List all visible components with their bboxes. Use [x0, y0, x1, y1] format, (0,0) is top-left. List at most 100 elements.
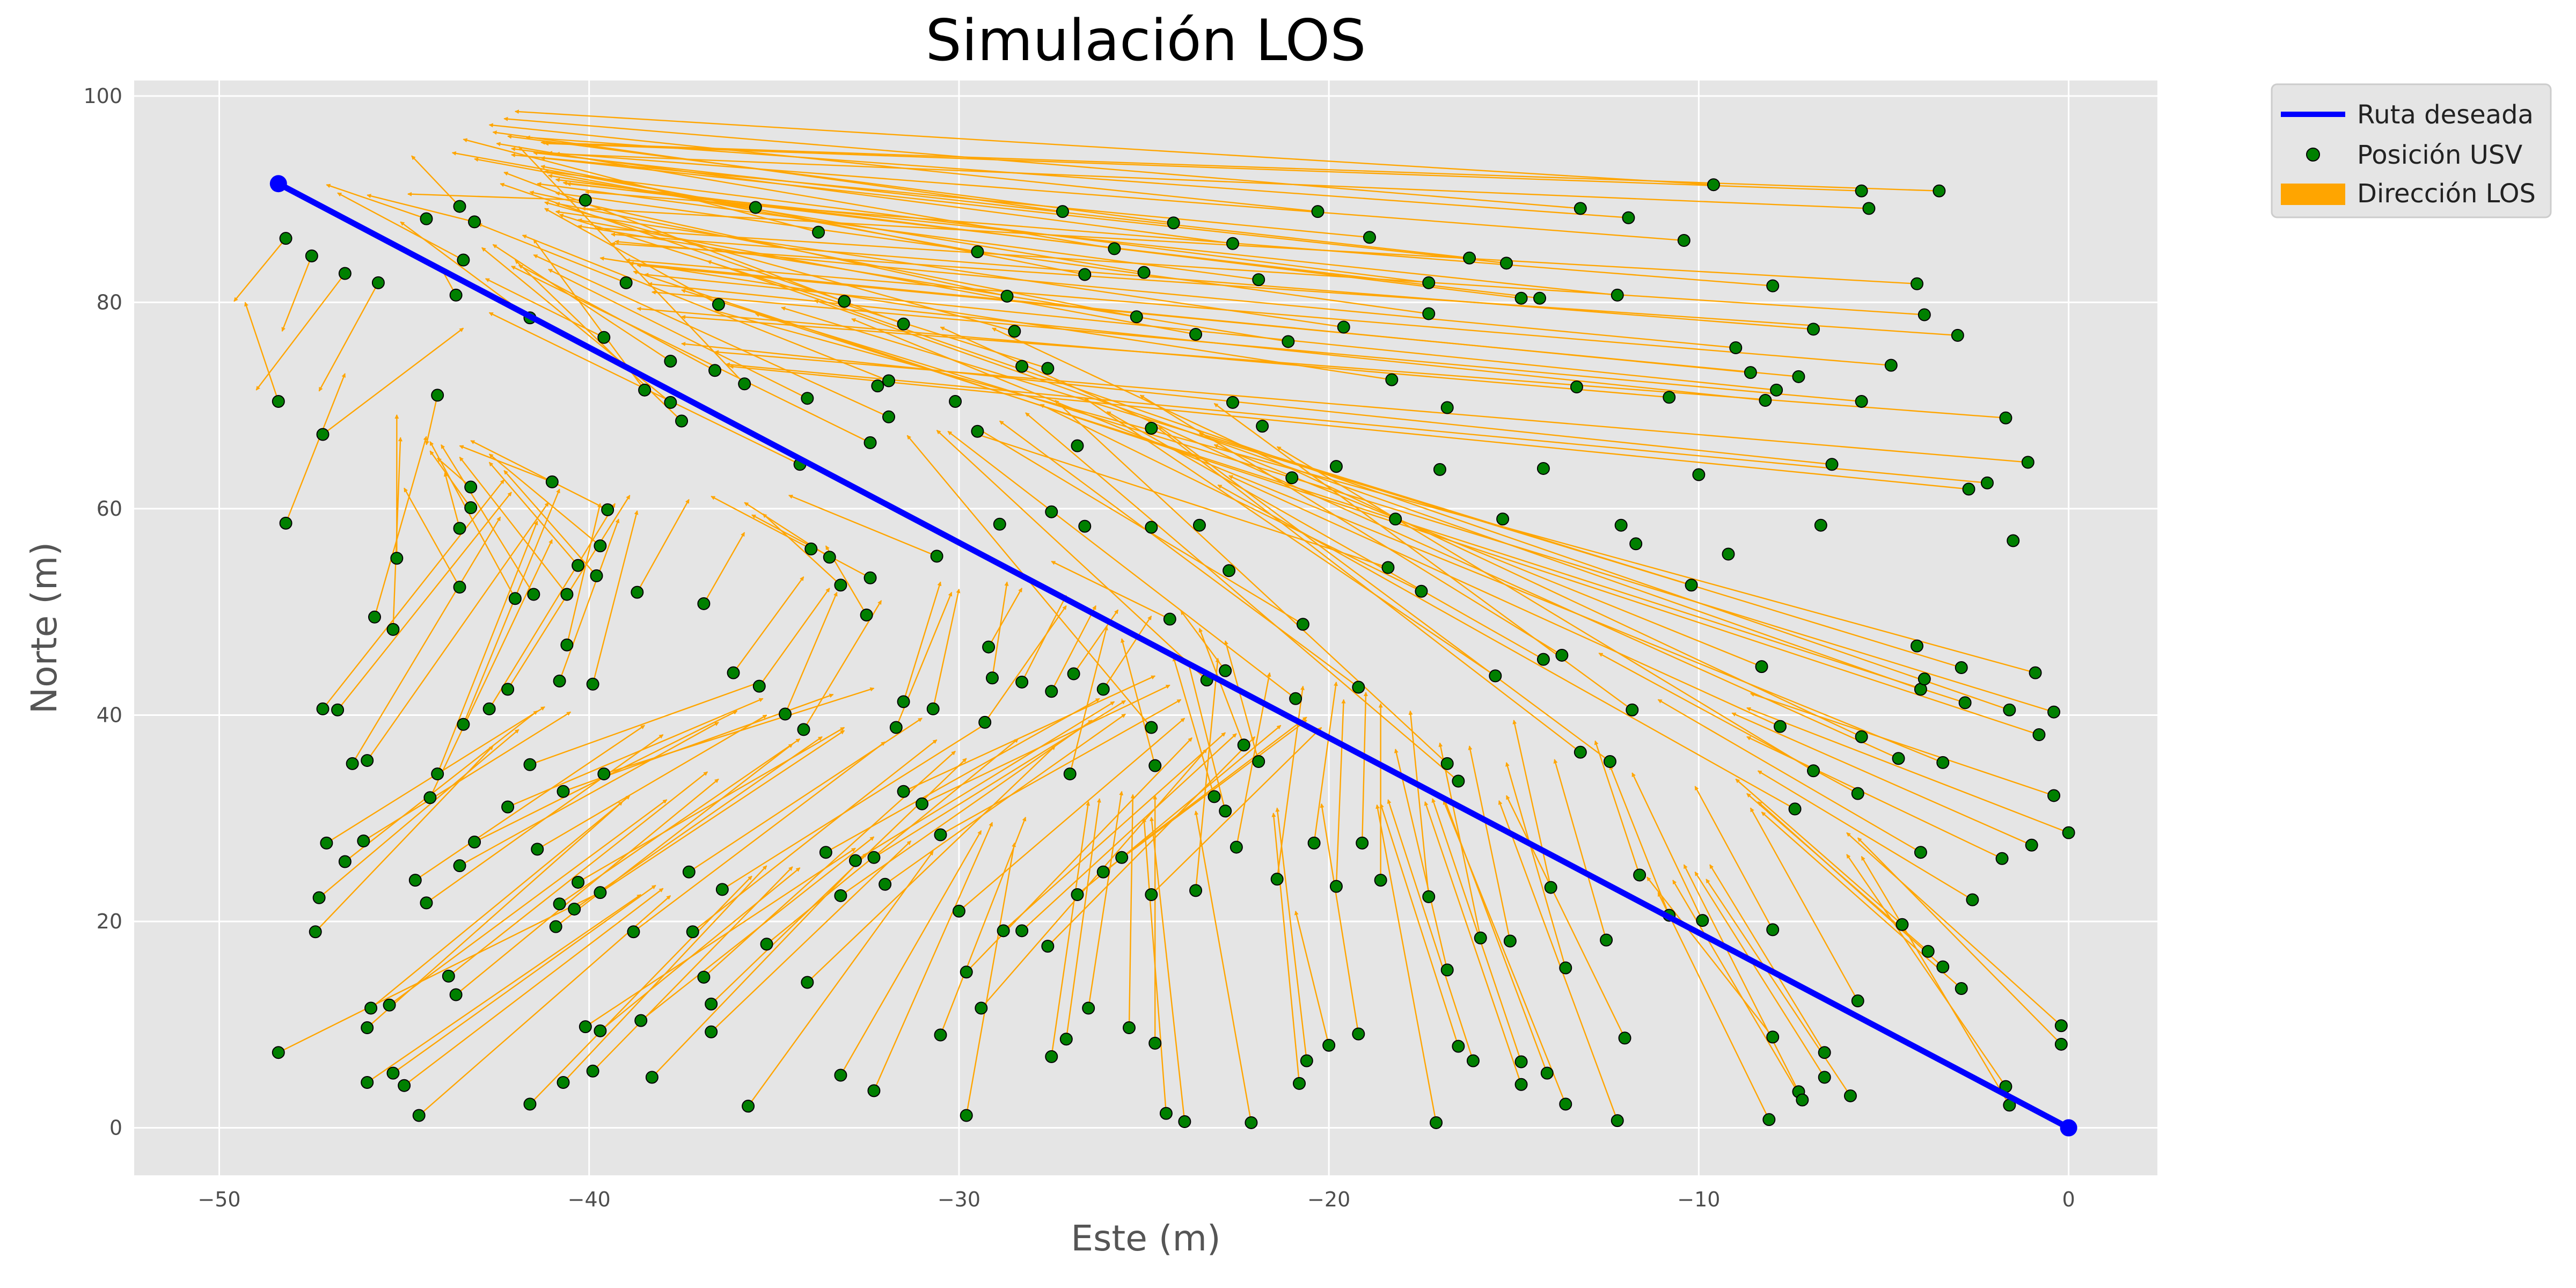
usv-position-point	[812, 225, 825, 239]
los-arrow	[533, 254, 889, 418]
usv-position-point	[320, 836, 333, 850]
los-arrow	[681, 314, 2006, 419]
usv-position-point	[1300, 1054, 1313, 1067]
los-arrow	[940, 326, 1899, 759]
usv-position-point	[386, 1066, 400, 1080]
los-arrow	[544, 141, 1862, 192]
usv-position-point	[619, 276, 633, 289]
x-tick-label: 0	[2062, 1188, 2075, 1211]
los-arrow	[503, 171, 904, 325]
usv-position-point	[982, 640, 996, 654]
usv-position-point	[1514, 1078, 1528, 1091]
usv-position-point	[316, 702, 330, 715]
usv-position-point	[1440, 963, 1454, 977]
usv-position-point	[1045, 505, 1058, 518]
los-arrow	[345, 710, 538, 862]
los-arrow	[1468, 745, 1511, 941]
usv-position-point	[527, 588, 540, 601]
usv-position-point	[279, 232, 292, 245]
usv-position-point	[897, 695, 910, 708]
usv-position-point	[1951, 328, 1964, 342]
usv-position-point	[1296, 618, 1309, 631]
los-arrow	[936, 429, 1208, 680]
grid	[134, 80, 2157, 1175]
usv-position-point	[664, 396, 677, 409]
los-arrow	[758, 588, 830, 687]
usv-position-point	[482, 702, 496, 715]
usv-position-point	[501, 800, 515, 814]
los-arrow	[404, 487, 460, 588]
usv-position-point	[1759, 394, 1772, 407]
los-arrow	[548, 268, 808, 399]
usv-position-point	[1614, 518, 1628, 532]
los-arrow	[374, 436, 428, 618]
usv-position-point	[1995, 852, 2009, 865]
y-tick-label: 80	[97, 290, 122, 314]
usv-position-point	[1774, 720, 1787, 733]
los-arrow	[463, 488, 560, 725]
usv-position-point	[1626, 703, 1639, 716]
los-arrow	[455, 778, 719, 996]
los-arrow	[1387, 799, 1474, 1061]
usv-position-point	[1955, 661, 1968, 675]
usv-position-point	[579, 1020, 592, 1034]
usv-position-point	[1980, 476, 1994, 489]
los-arrow	[522, 235, 889, 382]
usv-position-point	[1145, 421, 1158, 435]
los-arrow	[511, 153, 1370, 238]
usv-position-point	[1843, 1089, 1857, 1102]
usv-position-point	[594, 886, 607, 899]
los-arrow	[1683, 864, 1799, 1092]
usv-position-point	[2047, 789, 2061, 802]
los-arrow	[544, 170, 1429, 284]
usv-position-point	[453, 581, 466, 594]
usv-position-point	[934, 828, 947, 841]
los-arrow	[1021, 733, 1237, 932]
usv-position-point	[597, 331, 611, 344]
los-arrow	[322, 479, 505, 709]
los-arrow	[1746, 707, 2069, 833]
usv-position-point	[627, 925, 640, 939]
usv-position-point	[560, 638, 574, 652]
usv-position-point	[1337, 320, 1350, 334]
y-tick-label: 0	[109, 1116, 122, 1140]
usv-position-point	[1148, 1036, 1162, 1050]
usv-position-point	[1289, 692, 1302, 705]
usv-position-point	[634, 1014, 648, 1027]
usv-position-point	[930, 550, 943, 563]
x-axis-label: Este (m)	[1071, 1218, 1220, 1259]
los-arrow	[840, 720, 1093, 896]
usv-position-point	[2047, 705, 2061, 719]
los-arrow	[525, 135, 1629, 218]
usv-position-point	[383, 998, 396, 1012]
legend: Ruta deseada Posición USV Dirección LOS	[2271, 83, 2552, 218]
los-arrow	[1040, 404, 1422, 592]
usv-position-point	[1015, 924, 1029, 938]
usv-position-point	[1766, 1030, 1780, 1044]
usv-position-point	[1936, 960, 1950, 974]
usv-position-point	[697, 970, 711, 984]
usv-position-point	[501, 683, 515, 696]
usv-position-point	[897, 317, 910, 331]
usv-position-point	[464, 480, 478, 494]
los-arrow	[1857, 837, 2062, 1045]
usv-position-point	[1440, 401, 1454, 414]
los-arrow	[530, 680, 764, 765]
usv-position-point	[760, 938, 773, 951]
usv-position-point	[738, 377, 751, 391]
los-arrow	[574, 736, 823, 910]
los-arrow	[1846, 832, 2062, 1027]
usv-position-point	[338, 855, 352, 868]
usv-position-point	[2054, 1019, 2068, 1033]
usv-position-point	[508, 592, 522, 605]
usv-position-point	[1559, 1097, 1572, 1111]
usv-position-point	[1896, 918, 1909, 931]
usv-position-point	[1115, 851, 1129, 864]
usv-position-point	[1148, 759, 1162, 772]
usv-position-point	[1766, 923, 1780, 936]
usv-position-point	[975, 1001, 988, 1015]
usv-position-point	[1918, 672, 1931, 686]
los-arrow	[281, 255, 312, 332]
usv-position-point	[1533, 291, 1547, 305]
